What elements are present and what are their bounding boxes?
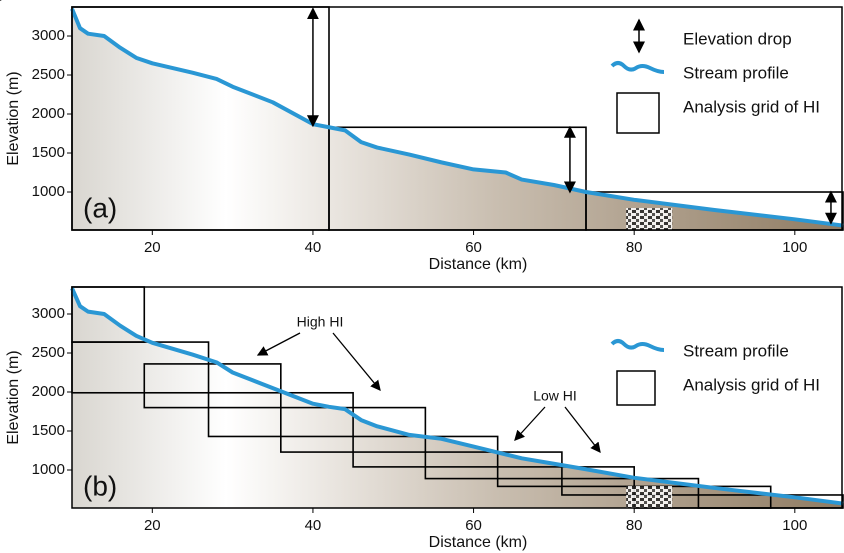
legend-box-icon [617, 371, 655, 405]
x-tick-label: 100 [782, 239, 807, 256]
legend-label: Stream profile [683, 63, 789, 82]
x-tick-label: 40 [305, 517, 322, 534]
panel-label: (b) [83, 470, 117, 501]
y-tick-label: 2500 [32, 344, 65, 361]
legend-line-icon [612, 341, 664, 350]
page: {"chart_data": [ {"type": "line", "panel… [0, 0, 844, 553]
legend-line-icon [612, 63, 664, 72]
x-tick-label: 80 [626, 239, 643, 256]
mottled-patch [626, 208, 672, 230]
y-tick-label: 1000 [32, 183, 65, 200]
y-tick-label: 1500 [32, 422, 65, 439]
x-tick-label: 100 [782, 517, 807, 534]
figure: Elevation drop Stream profile Analysis g… [0, 0, 844, 553]
annotation-arrow [258, 333, 300, 355]
annotation-arrow [565, 407, 600, 452]
x-axis-label: Distance (km) [429, 534, 528, 551]
y-tick-label: 3000 [32, 305, 65, 322]
annotation-arrow [333, 333, 380, 390]
mottled-patch [626, 486, 672, 508]
x-axis-label: Distance (km) [429, 256, 528, 273]
y-tick-label: 2000 [32, 105, 65, 122]
annotation-arrow [515, 407, 545, 440]
x-tick-label: 20 [144, 239, 161, 256]
x-tick-label: 80 [626, 517, 643, 534]
y-tick-label: 3000 [32, 27, 65, 44]
panel-label: (a) [83, 192, 117, 223]
y-axis-label: Elevation (m) [5, 71, 22, 165]
y-axis-label: Elevation (m) [5, 350, 22, 444]
y-tick-label: 2500 [32, 66, 65, 83]
y-tick-label: 1500 [32, 144, 65, 161]
annotation: Low HI [533, 388, 577, 404]
legend-label: Analysis grid of HI [683, 375, 820, 394]
legend-label: Elevation drop [683, 29, 792, 48]
x-tick-label: 60 [465, 239, 482, 256]
annotation: High HI [297, 314, 344, 330]
legend-label: Stream profile [683, 341, 789, 360]
y-tick-label: 2000 [32, 383, 65, 400]
legend-box-icon [617, 93, 659, 133]
x-tick-label: 20 [144, 517, 161, 534]
y-tick-label: 1000 [32, 461, 65, 478]
profile-fill [72, 288, 843, 508]
x-tick-label: 60 [465, 517, 482, 534]
legend-label: Analysis grid of HI [683, 97, 820, 116]
x-tick-label: 40 [305, 239, 322, 256]
